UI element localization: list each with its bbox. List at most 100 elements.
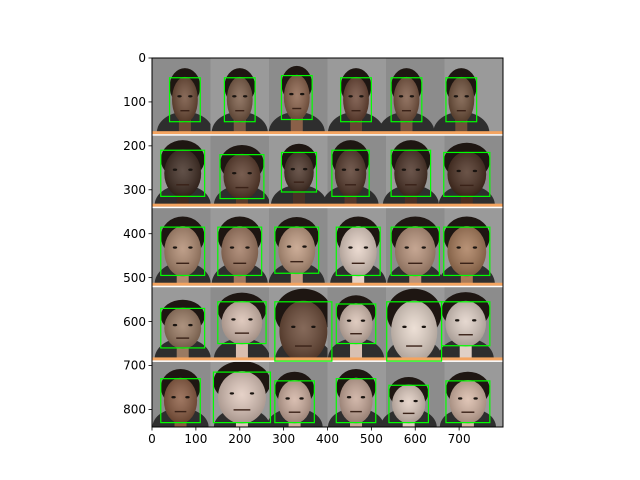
eye (341, 168, 347, 171)
face-bounding-box (168, 77, 201, 123)
x-tick-label: 600 (404, 432, 427, 446)
face-shading (339, 303, 373, 345)
eye (247, 171, 252, 175)
mouth (461, 411, 475, 413)
face-shading (221, 226, 259, 277)
eye (289, 92, 294, 96)
eye (172, 168, 178, 171)
mouth (290, 260, 304, 263)
face-shading (448, 76, 475, 123)
eye (346, 396, 352, 399)
x-tick-label: 500 (360, 432, 383, 446)
eye (413, 399, 418, 403)
face-shading (221, 300, 263, 345)
face-shading (172, 76, 198, 123)
eye (188, 168, 193, 171)
eye (456, 246, 461, 249)
row-separator-gap (152, 134, 503, 136)
eye (291, 325, 296, 329)
face-bounding-box (280, 74, 313, 121)
face-bounding-box (335, 378, 377, 424)
y-tick-label: 600 (123, 315, 146, 329)
face-bounding-box (274, 380, 315, 424)
row-separator-gap (152, 285, 503, 288)
mouth (405, 184, 417, 186)
y-tick-label: 300 (123, 183, 146, 197)
face-bounding-box (340, 77, 372, 123)
eye (172, 246, 178, 249)
eye (415, 168, 421, 171)
face-bounding-box (280, 151, 318, 193)
face-shading (164, 307, 202, 349)
face-bounding-box (335, 303, 377, 345)
mouth (180, 110, 190, 112)
eye (360, 396, 366, 399)
face-bounding-box (390, 149, 432, 197)
neck (235, 339, 248, 359)
row-separator (152, 203, 503, 207)
eye (290, 167, 295, 171)
mouth (233, 262, 247, 264)
face-shading (392, 384, 426, 424)
eye (302, 167, 308, 171)
eye (348, 95, 353, 98)
face-shading (449, 380, 487, 424)
mouth (174, 410, 187, 413)
photo-cell (152, 284, 211, 380)
face-shading (391, 300, 438, 363)
x-tick-label: 100 (184, 432, 207, 446)
neck (350, 339, 363, 359)
mouth (235, 186, 249, 189)
mouth (176, 262, 190, 264)
face-bounding-box (443, 226, 491, 277)
face-shading (164, 149, 202, 198)
eye (404, 246, 409, 249)
mouth (460, 262, 474, 264)
face-shading (343, 76, 369, 123)
face-shading (447, 226, 487, 277)
face-bounding-box (212, 371, 272, 424)
eye (249, 392, 255, 395)
mouth (401, 110, 411, 112)
eye (177, 95, 182, 98)
neck (235, 194, 248, 206)
face-shading (163, 377, 198, 424)
face-bounding-box (223, 77, 256, 123)
eye (245, 246, 250, 249)
face-bounding-box (390, 226, 440, 277)
y-tick-label: 500 (123, 271, 146, 285)
eye (188, 246, 193, 249)
face-shading (445, 300, 486, 347)
face-bounding-box (160, 378, 201, 424)
mouth (402, 412, 415, 415)
mouth (460, 184, 474, 187)
face-bounding-box (443, 151, 491, 197)
eye (402, 325, 407, 329)
eye (453, 95, 459, 98)
eye (229, 392, 235, 395)
mouth (293, 181, 305, 183)
eye (421, 325, 427, 329)
face-shading (339, 226, 377, 277)
eye (188, 95, 193, 98)
eye (232, 95, 237, 98)
eye (248, 318, 253, 321)
face-shading (279, 300, 328, 363)
face-bounding-box (160, 307, 206, 349)
eye (286, 245, 292, 248)
mouth (351, 262, 365, 264)
face-bounding-box (445, 380, 491, 424)
eye (360, 319, 366, 322)
face-bounding-box (388, 384, 430, 424)
face-bounding-box (440, 301, 491, 347)
eye (473, 397, 478, 400)
eye (346, 319, 352, 322)
face-shading (447, 151, 487, 198)
x-axis: 0 100 200 300 400 500 600 700 (148, 427, 471, 446)
eye (231, 318, 236, 321)
face-bounding-box (217, 226, 263, 277)
y-axis: 0 100 200 300 400 500 600 700 800 (123, 51, 152, 417)
bounding-boxes (160, 74, 491, 424)
eye (359, 95, 364, 98)
eye (363, 246, 369, 249)
